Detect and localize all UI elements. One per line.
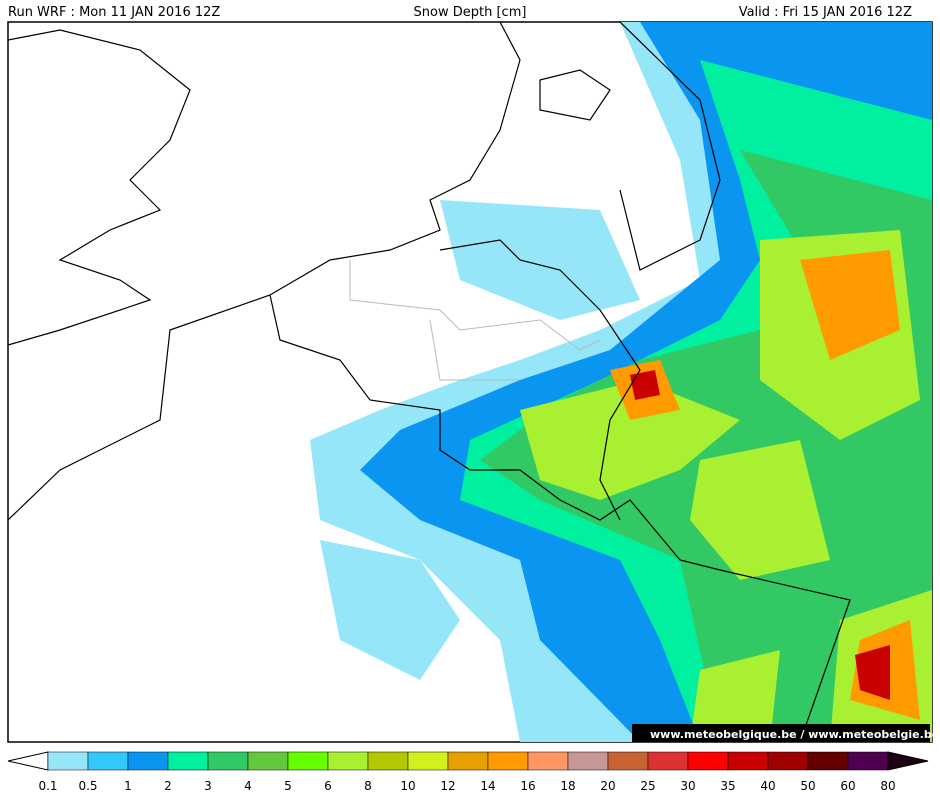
level-label: 25 (640, 779, 655, 793)
level-label: 1 (124, 779, 132, 793)
color-bin (47, 751, 89, 771)
over-triangle (887, 751, 929, 771)
color-bin (767, 751, 809, 771)
level-label: 20 (600, 779, 615, 793)
under-triangle (7, 751, 49, 771)
color-bin (167, 751, 209, 771)
watermark-box (632, 724, 930, 742)
color-bin (367, 751, 409, 771)
color-bin (647, 751, 689, 771)
level-label: 2 (164, 779, 172, 793)
level-label: 18 (560, 779, 575, 793)
color-bin (247, 751, 289, 771)
color-bin (207, 751, 249, 771)
color-bin (287, 751, 329, 771)
level-label: 30 (680, 779, 695, 793)
color-bin (847, 751, 889, 771)
color-bin (487, 751, 529, 771)
color-bin (607, 751, 649, 771)
field-label: Snow Depth [cm] (414, 5, 527, 20)
level-label: 16 (520, 779, 535, 793)
color-bin (447, 751, 489, 771)
map: www.meteobelgique.be / www.meteobelgie.b… (7, 21, 939, 743)
colorbar: 0.1 0.5 1 2 3 4 5 6 8 10 12 14 16 18 20 25 30 35 40 50 60 80 (7, 751, 929, 793)
level-label: 0.5 (78, 779, 97, 793)
color-bin (327, 751, 369, 771)
color-bin (807, 751, 849, 771)
level-label: 6 (324, 779, 332, 793)
valid-label: Valid : Fri 15 JAN 2016 12Z (739, 5, 912, 20)
level-label: 50 (800, 779, 815, 793)
watermark: www.meteobelgique.be / www.meteobelgie.b… (650, 728, 939, 741)
level-label: 3 (204, 779, 212, 793)
level-label: 8 (364, 779, 372, 793)
color-bin (527, 751, 569, 771)
level-label: 0.1 (38, 779, 57, 793)
color-bin (727, 751, 769, 771)
level-label: 4 (244, 779, 252, 793)
run-label: Run WRF : Mon 11 JAN 2016 12Z (8, 5, 220, 20)
color-bin (687, 751, 729, 771)
level-label: 60 (840, 779, 855, 793)
level-label: 40 (760, 779, 775, 793)
level-label: 14 (480, 779, 495, 793)
snow-field (310, 22, 932, 742)
level-label: 5 (284, 779, 292, 793)
color-bin (407, 751, 449, 771)
color-bin (87, 751, 129, 771)
level-label: 35 (720, 779, 735, 793)
color-bin (567, 751, 609, 771)
outlines (8, 22, 851, 742)
level-label: 12 (440, 779, 455, 793)
level-label: 80 (880, 779, 895, 793)
color-bin (127, 751, 169, 771)
level-label: 10 (400, 779, 415, 793)
